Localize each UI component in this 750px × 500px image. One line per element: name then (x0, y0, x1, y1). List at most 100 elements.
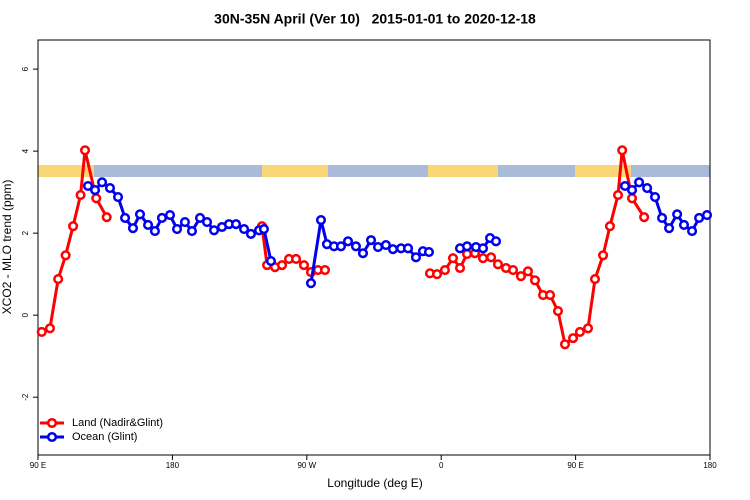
x-tick-label: 90 W (297, 461, 316, 470)
y-tick-label: 6 (21, 66, 30, 71)
point (402, 243, 414, 254)
y-tick-label: 2 (21, 230, 30, 235)
land-band (575, 165, 631, 177)
land-band (428, 165, 498, 177)
point (315, 214, 327, 226)
y-tick-label: -2 (21, 393, 30, 401)
point (75, 189, 86, 201)
point (194, 212, 206, 224)
x-tick-label: 180 (703, 461, 717, 470)
legend-label: Ocean (Glint) (72, 431, 137, 443)
point (582, 323, 594, 334)
point (612, 189, 624, 201)
point (664, 223, 675, 234)
y-axis-label: XCO2 - MLO trend (ppm) (0, 180, 14, 315)
point (53, 274, 64, 285)
point (687, 226, 698, 237)
legend-label: Land (Nadir&Glint) (72, 417, 163, 429)
point (209, 225, 220, 236)
point (694, 212, 705, 224)
point (619, 180, 631, 192)
point (642, 182, 653, 194)
point (617, 145, 628, 156)
point (120, 212, 131, 224)
point (149, 226, 160, 237)
point (552, 306, 564, 317)
legend-marker (46, 417, 58, 429)
point (545, 290, 556, 301)
point (68, 221, 79, 232)
point (626, 193, 638, 204)
point (639, 212, 650, 223)
point (290, 253, 302, 265)
point (245, 228, 256, 240)
land-band (262, 165, 328, 177)
point (649, 192, 661, 203)
point (477, 253, 489, 264)
ocean-band (38, 165, 710, 177)
point (230, 219, 242, 230)
plot-frame (37, 39, 711, 456)
point (657, 212, 668, 224)
point (365, 235, 377, 246)
point (89, 185, 101, 196)
point (454, 262, 466, 274)
point (598, 250, 609, 261)
point (104, 182, 116, 194)
legend: Land (Nadir&Glint) Ocean (Glint) (40, 417, 163, 443)
point (461, 241, 473, 252)
point (515, 271, 526, 282)
point (82, 180, 94, 192)
point (112, 192, 124, 203)
point (350, 241, 361, 252)
land-band (38, 165, 94, 177)
point (678, 219, 690, 230)
point (559, 339, 571, 350)
point (529, 275, 541, 286)
point (522, 266, 534, 277)
x-tick-label: 180 (166, 461, 180, 470)
point (171, 223, 183, 235)
point (44, 323, 55, 334)
point (134, 209, 146, 220)
point (431, 269, 443, 280)
point (265, 255, 277, 267)
y-tick-label: 4 (21, 148, 30, 153)
point (589, 274, 601, 285)
point (305, 278, 317, 289)
point (179, 217, 190, 228)
point (298, 260, 310, 271)
point (91, 193, 102, 204)
y-tick-label: 0 (21, 312, 30, 317)
point (477, 243, 489, 254)
point (701, 210, 713, 221)
x-axis-label: Longitude (deg E) (327, 476, 422, 490)
point (626, 185, 638, 196)
point (634, 177, 645, 188)
point (60, 250, 71, 261)
point (127, 223, 139, 234)
x-tick-label: 90 E (30, 461, 46, 470)
point (604, 221, 615, 232)
legend-marker (46, 431, 58, 443)
point (201, 217, 213, 228)
point (335, 241, 347, 252)
point (447, 253, 459, 264)
point (276, 260, 288, 271)
point (672, 209, 683, 220)
point (164, 210, 176, 221)
point (387, 244, 399, 255)
point (36, 326, 47, 338)
point (423, 246, 435, 258)
point (101, 212, 112, 223)
point (97, 177, 108, 188)
surface-mask (38, 165, 710, 177)
point (143, 219, 154, 230)
point (156, 212, 167, 224)
point (186, 226, 198, 237)
point (486, 252, 497, 263)
point (372, 242, 384, 253)
x-tick-label: 90 E (567, 461, 583, 470)
